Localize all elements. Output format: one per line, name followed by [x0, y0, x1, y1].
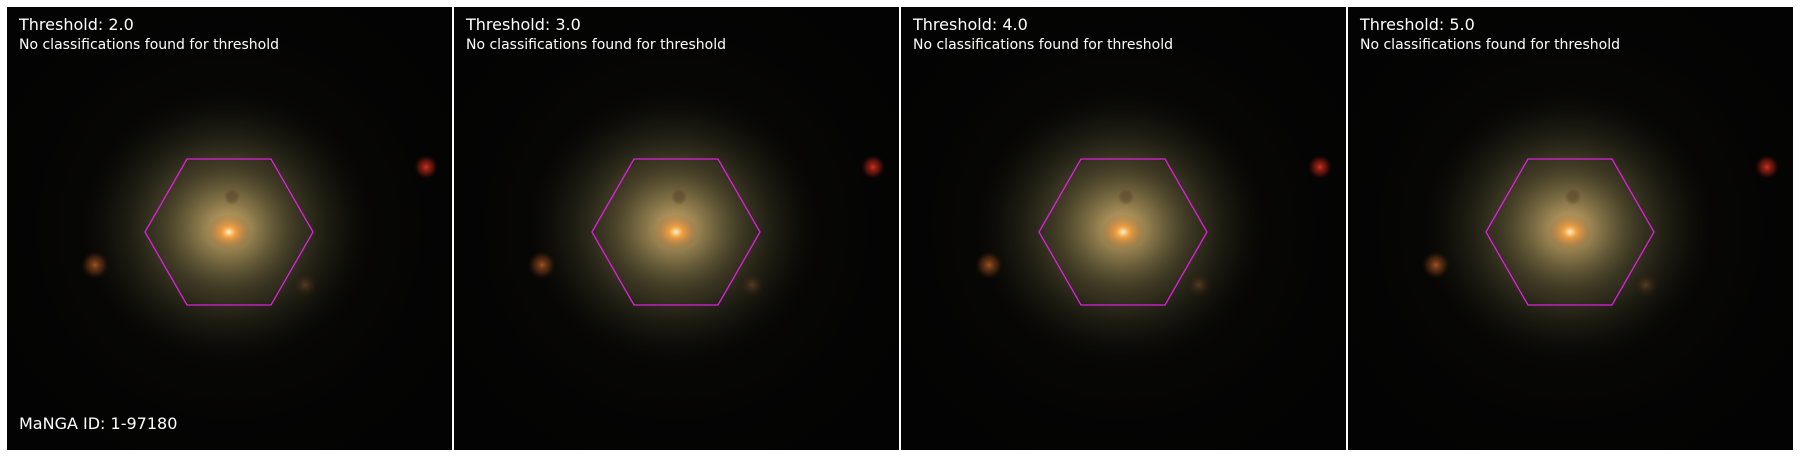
companion-source — [81, 251, 109, 279]
faint-source — [738, 271, 766, 299]
faint-source — [1118, 189, 1134, 205]
classification-status: No classifications found for threshold — [19, 37, 279, 53]
threshold-title: Threshold: 2.0 — [19, 15, 134, 34]
classification-status: No classifications found for threshold — [913, 37, 1173, 53]
red-star — [1755, 155, 1779, 179]
manga-id-label: MaNGA ID: 1-97180 — [19, 414, 178, 433]
image-panel: Threshold: 3.0 No classifications found f… — [454, 7, 899, 450]
red-star — [414, 155, 438, 179]
threshold-title: Threshold: 5.0 — [1360, 15, 1475, 34]
galaxy-image — [901, 7, 1346, 450]
galaxy-core — [1548, 214, 1592, 250]
galaxy-image — [454, 7, 899, 450]
threshold-title: Threshold: 4.0 — [913, 15, 1028, 34]
ifu-hexagon-outline — [1038, 158, 1208, 306]
faint-source — [671, 189, 687, 205]
ifu-hexagon-outline — [144, 158, 314, 306]
image-panel: Threshold: 2.0 No classifications found f… — [7, 7, 452, 450]
red-star — [861, 155, 885, 179]
ifu-hexagon-outline — [591, 158, 761, 306]
classification-status: No classifications found for threshold — [466, 37, 726, 53]
companion-source — [975, 251, 1003, 279]
faint-source — [1185, 271, 1213, 299]
companion-source — [1422, 251, 1450, 279]
classification-status: No classifications found for threshold — [1360, 37, 1620, 53]
galaxy-core — [207, 214, 251, 250]
galaxy-core — [654, 214, 698, 250]
image-panel: Threshold: 4.0 No classifications found f… — [901, 7, 1346, 450]
image-panel: Threshold: 5.0 No classifications found f… — [1348, 7, 1793, 450]
galaxy-core — [1101, 214, 1145, 250]
red-star — [1308, 155, 1332, 179]
faint-source — [291, 271, 319, 299]
galaxy-image — [7, 7, 452, 450]
faint-source — [1632, 271, 1660, 299]
faint-source — [224, 189, 240, 205]
companion-source — [528, 251, 556, 279]
galaxy-image — [1348, 7, 1793, 450]
faint-source — [1565, 189, 1581, 205]
ifu-hexagon-outline — [1485, 158, 1655, 306]
threshold-title: Threshold: 3.0 — [466, 15, 581, 34]
